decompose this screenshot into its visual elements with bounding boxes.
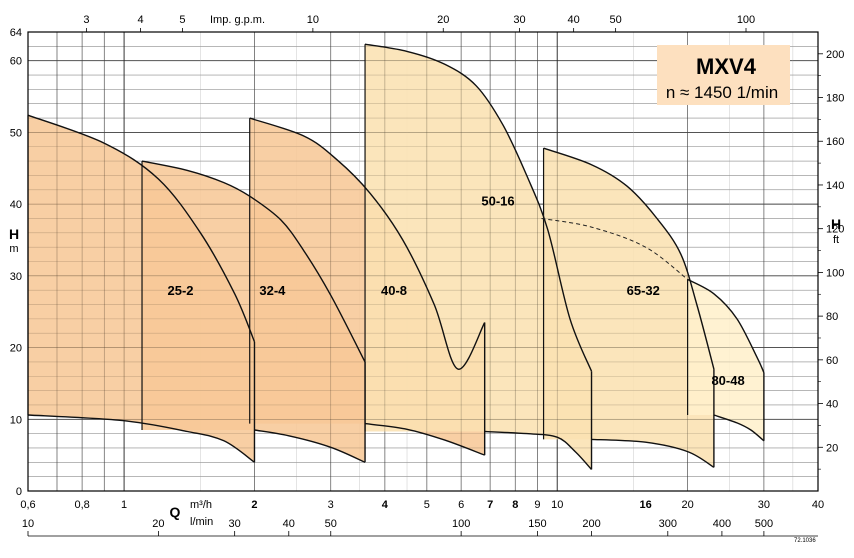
y-tick-ft: 60: [826, 355, 838, 367]
x-tick-m3h: 8: [512, 499, 518, 511]
y-tick-ft: 80: [826, 311, 838, 323]
y-axis-letter-right: H: [831, 216, 841, 232]
curve-top-32-4: [141, 160, 366, 363]
x-tick-gpm: 30: [513, 14, 525, 26]
curve-label-50-16: 50-16: [481, 194, 514, 209]
curve-label-80-48: 80-48: [711, 373, 744, 388]
x-tick-lmin: 20: [152, 518, 164, 530]
x-tick-m3h: 10: [551, 499, 563, 511]
x-axis-unit-gpm: Imp. g.p.m.: [210, 14, 265, 26]
y-tick-ft: 120: [826, 224, 844, 236]
curve-label-25-2: 25-2: [168, 283, 194, 298]
y-tick-m: 64: [10, 27, 22, 39]
y-axis-unit-left: m: [9, 243, 18, 255]
curve-label-40-8: 40-8: [381, 283, 407, 298]
model-box: MXV4 n ≈ 1450 1/min: [657, 45, 790, 105]
x-tick-m3h: 1: [121, 499, 127, 511]
dashed-reference-line: [541, 218, 688, 280]
x-tick-m3h: 20: [681, 499, 693, 511]
curve-area-80-48: [687, 279, 764, 441]
x-tick-lmin: 100: [452, 518, 470, 530]
x-tick-m3h: 9: [534, 499, 540, 511]
x-tick-lmin: 10: [22, 518, 34, 530]
x-tick-m3h: 0,8: [74, 499, 89, 511]
curve-top-50-16: [364, 43, 593, 372]
x-tick-gpm: 50: [609, 14, 621, 26]
x-tick-lmin: 300: [659, 518, 677, 530]
curve-area-50-16: [365, 44, 592, 470]
curve-bottom-25-2: [27, 414, 255, 463]
x-tick-gpm: 4: [137, 14, 143, 26]
x-axis-unit-m3h: m³/h: [190, 499, 212, 511]
y-tick-m: 40: [10, 199, 22, 211]
x-tick-m3h: 2: [251, 499, 257, 511]
x-tick-gpm: 20: [437, 14, 449, 26]
model-title: MXV4: [696, 54, 757, 79]
x-tick-lmin: 40: [283, 518, 295, 530]
drawing-code: 72.1036: [794, 538, 816, 544]
speed-label: n ≈ 1450 1/min: [666, 83, 778, 102]
curve-bottom-40-8: [364, 422, 485, 456]
x-tick-m3h: 16: [640, 499, 652, 511]
plot-border: [27, 31, 819, 492]
curve-top-25-2: [27, 114, 256, 343]
x-tick-m3h: 4: [382, 499, 389, 511]
axis-ticks: 0102030405060642040608010012014016018020…: [10, 14, 844, 537]
y-tick-ft: 20: [826, 442, 838, 454]
x-tick-lmin: 150: [528, 518, 546, 530]
x-tick-lmin: 200: [582, 518, 600, 530]
y-tick-m: 0: [16, 486, 22, 498]
y-tick-ft: 180: [826, 93, 844, 105]
plot-frame: [27, 31, 819, 492]
x-tick-m3h: 3: [328, 499, 334, 511]
y-tick-m: 30: [10, 271, 22, 283]
y-axis-unit-right: ft: [833, 234, 839, 246]
x-tick-gpm: 100: [737, 14, 755, 26]
curve-areas: [28, 44, 764, 470]
curve-top-65-32: [543, 147, 715, 370]
curve-label-65-32: 65-32: [627, 283, 660, 298]
curve-top-40-8: [249, 117, 486, 370]
y-tick-m: 10: [10, 414, 22, 426]
x-tick-m3h: 5: [424, 499, 430, 511]
y-tick-ft: 100: [826, 267, 844, 279]
x-tick-m3h: 30: [758, 499, 770, 511]
x-axis-unit-lmin: l/min: [190, 516, 213, 528]
x-axis-letter: Q: [170, 504, 181, 520]
x-tick-lmin: 30: [229, 518, 241, 530]
x-tick-gpm: 10: [307, 14, 319, 26]
curve-bottom-65-32: [591, 438, 715, 468]
x-tick-gpm: 40: [568, 14, 580, 26]
x-tick-gpm: 3: [83, 14, 89, 26]
curve-bottom-80-48: [713, 414, 765, 442]
x-tick-gpm: 5: [179, 14, 185, 26]
y-tick-m: 60: [10, 56, 22, 68]
curve-labels: 25-2 32-4 40-8 50-16 65-32 80-48: [168, 194, 745, 388]
x-tick-m3h: 40: [812, 499, 824, 511]
y-tick-ft: 40: [826, 399, 838, 411]
curve-label-32-4: 32-4: [259, 283, 286, 298]
curve-bottom-32-4: [254, 429, 366, 463]
y-tick-ft: 160: [826, 136, 844, 148]
x-tick-lmin: 50: [325, 518, 337, 530]
y-tick-m: 20: [10, 343, 22, 355]
x-tick-m3h: 7: [487, 499, 493, 511]
x-tick-m3h: 0,6: [20, 499, 35, 511]
y-tick-m: 50: [10, 127, 22, 139]
curve-bottom-50-16: [484, 430, 593, 470]
y-axis-letter-left: H: [9, 226, 19, 242]
y-tick-ft: 200: [826, 49, 844, 61]
curve-top-80-48: [687, 278, 765, 373]
y-tick-ft: 140: [826, 180, 844, 192]
x-tick-m3h: 6: [458, 499, 464, 511]
x-tick-lmin: 400: [713, 518, 731, 530]
curve-area-65-32: [543, 148, 714, 468]
x-tick-lmin: 500: [755, 518, 773, 530]
